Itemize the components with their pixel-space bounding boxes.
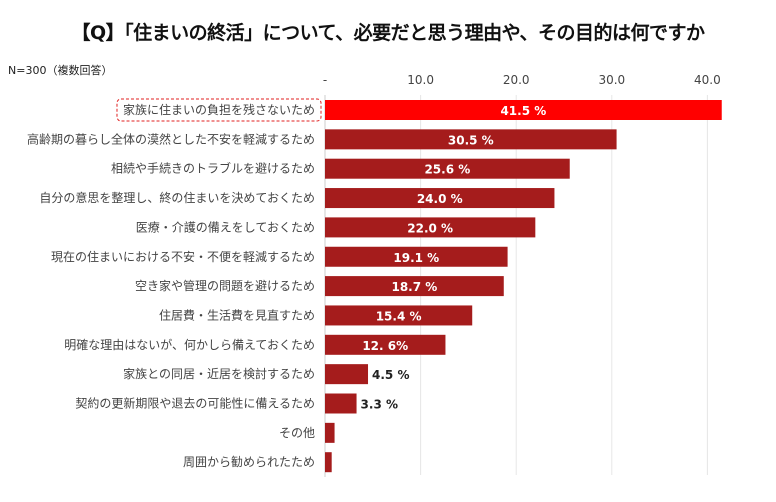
x-tick-label: 30.0	[598, 73, 625, 87]
bar	[325, 217, 536, 238]
category-label: 明確な理由はないが、何かしら備えておくため	[64, 337, 315, 352]
bar	[325, 334, 446, 355]
category-label: 空き家や管理の問題を避けるため	[135, 278, 315, 293]
category-label: その他	[279, 426, 315, 440]
category-label: 医療・介護の備えをしておくため	[136, 219, 315, 234]
category-label: 高齢期の暮らし全体の漠然とした不安を軽減するため	[27, 131, 315, 146]
x-tick-label: -	[323, 73, 327, 87]
category-label: 家族に住まいの負担を残さないため	[123, 102, 315, 117]
category-label: 現在の住まいにおける不安・不便を軽減するため	[51, 249, 315, 264]
x-tick-label: 20.0	[503, 73, 530, 87]
bar	[325, 246, 508, 267]
data-label: 22.0 %	[407, 221, 453, 235]
category-label: 相続や手続きのトラブルを避けるため	[111, 161, 315, 176]
chart-title: 【Q】「住まいの終活」について、必要だと思う理由や、その目的は何ですか	[71, 22, 705, 44]
data-label: 18.7 %	[391, 280, 437, 294]
bar	[325, 305, 473, 326]
bar	[325, 393, 357, 414]
sample-note: N=300（複数回答）	[8, 64, 113, 77]
x-tick-label: 10.0	[407, 73, 434, 87]
bar	[325, 188, 555, 209]
category-label: 契約の更新期限や退去の可能性に備えるため	[75, 396, 315, 411]
x-tick-label: 40.0	[694, 73, 721, 87]
bar	[325, 276, 504, 297]
bar	[325, 452, 332, 473]
category-label: 周囲から勧められたため	[183, 455, 315, 469]
highlight-frame	[116, 98, 322, 122]
data-label: 4.5 %	[372, 368, 409, 382]
data-label: 19.1 %	[393, 251, 439, 265]
bar	[325, 364, 369, 385]
data-label: 30.5 %	[448, 133, 494, 147]
bar	[325, 422, 335, 443]
category-label: 住居費・生活費を見直すため	[159, 307, 315, 322]
data-label: 25.6 %	[424, 163, 470, 177]
data-label: 24.0 %	[417, 192, 463, 206]
data-label: 12. 6%	[362, 339, 408, 353]
bar	[325, 100, 722, 120]
bar	[325, 158, 570, 179]
data-label: 3.3 %	[361, 398, 398, 412]
data-label: 41.5 %	[500, 104, 546, 118]
category-label: 自分の意思を整理し、終の住まいを決めておくため	[39, 190, 315, 205]
data-label: 15.4 %	[376, 309, 422, 323]
category-label: 家族との同居・近居を検討するため	[123, 366, 315, 381]
bar	[325, 129, 617, 150]
